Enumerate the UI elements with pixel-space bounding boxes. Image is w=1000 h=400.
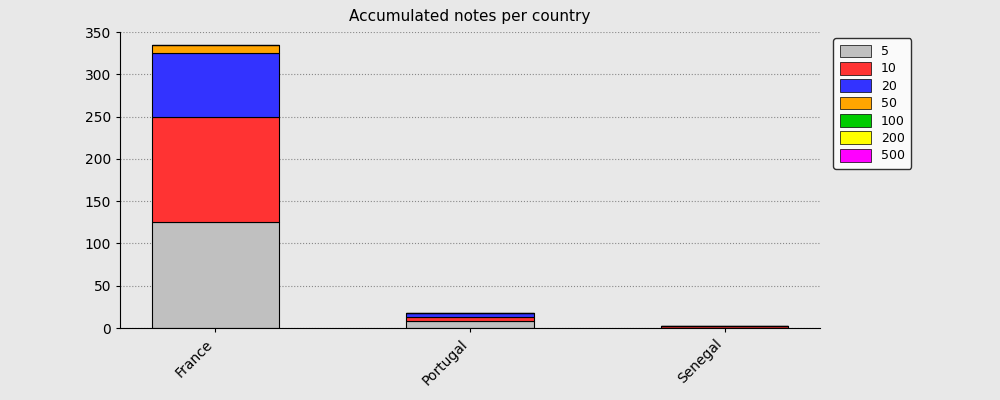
- Bar: [661, 326, 788, 328]
- Bar: [406, 321, 534, 328]
- Bar: [152, 222, 279, 328]
- Title: Accumulated notes per country: Accumulated notes per country: [349, 9, 591, 24]
- Bar: [406, 313, 534, 317]
- Bar: [152, 116, 279, 222]
- Legend: 5, 10, 20, 50, 100, 200, 500: 5, 10, 20, 50, 100, 200, 500: [833, 38, 911, 169]
- Bar: [152, 45, 279, 53]
- Bar: [406, 317, 534, 321]
- Bar: [152, 53, 279, 116]
